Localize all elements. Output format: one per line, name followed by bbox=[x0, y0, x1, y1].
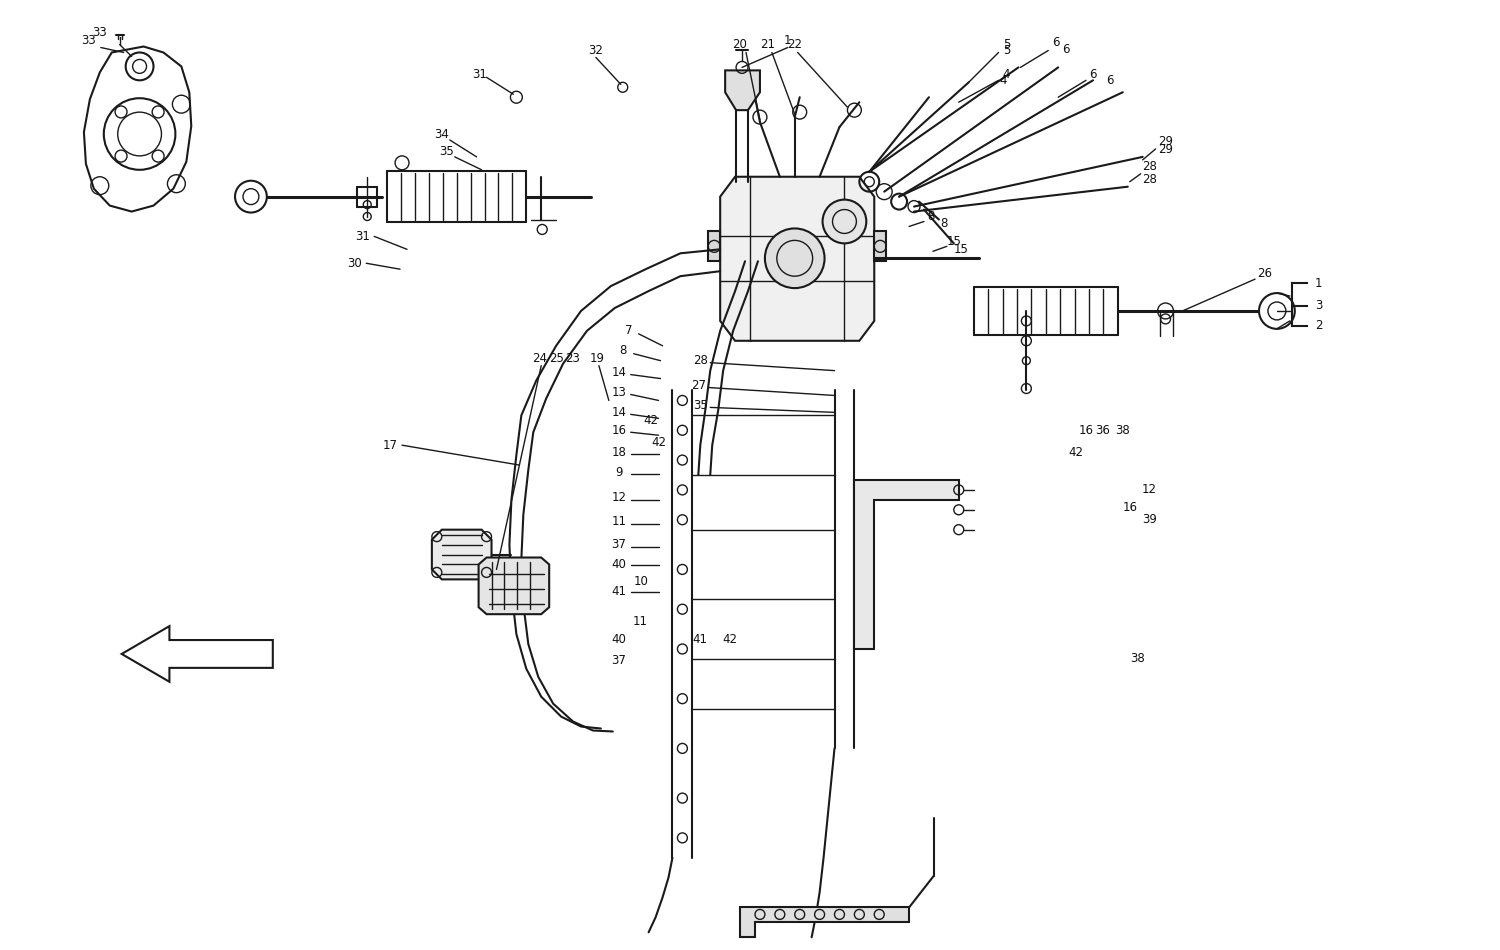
Text: 14: 14 bbox=[612, 406, 627, 419]
Polygon shape bbox=[478, 558, 549, 615]
Text: 37: 37 bbox=[612, 538, 626, 551]
Text: 36: 36 bbox=[1095, 424, 1110, 437]
Text: 31: 31 bbox=[472, 67, 488, 81]
Polygon shape bbox=[432, 530, 492, 580]
Text: 37: 37 bbox=[612, 655, 626, 668]
Circle shape bbox=[765, 228, 825, 288]
Text: 4: 4 bbox=[1002, 67, 1010, 81]
Polygon shape bbox=[855, 480, 958, 649]
Text: 42: 42 bbox=[651, 436, 666, 448]
Text: 15: 15 bbox=[946, 235, 962, 248]
Text: 28: 28 bbox=[1142, 161, 1156, 173]
Text: 27: 27 bbox=[692, 379, 706, 392]
Polygon shape bbox=[724, 70, 760, 110]
Text: 40: 40 bbox=[612, 633, 626, 646]
Text: 26: 26 bbox=[1257, 267, 1272, 279]
Text: 35: 35 bbox=[693, 399, 708, 412]
Text: 11: 11 bbox=[612, 515, 627, 528]
Circle shape bbox=[822, 200, 867, 243]
Text: 42: 42 bbox=[723, 633, 738, 646]
Text: 5: 5 bbox=[1004, 38, 1010, 51]
Polygon shape bbox=[720, 177, 874, 341]
Text: 29: 29 bbox=[1158, 143, 1173, 157]
Text: 33: 33 bbox=[93, 26, 106, 39]
Text: 41: 41 bbox=[612, 585, 627, 598]
Text: 6: 6 bbox=[1106, 74, 1113, 86]
Text: 9: 9 bbox=[615, 466, 622, 479]
Text: 38: 38 bbox=[1131, 653, 1144, 665]
Text: 34: 34 bbox=[435, 127, 450, 141]
Text: 8: 8 bbox=[927, 210, 934, 223]
Text: 6: 6 bbox=[1062, 43, 1070, 56]
Text: 15: 15 bbox=[954, 243, 968, 256]
Text: 10: 10 bbox=[633, 575, 648, 588]
Text: 8: 8 bbox=[940, 217, 948, 230]
Text: 32: 32 bbox=[588, 44, 603, 57]
Text: 11: 11 bbox=[633, 615, 648, 628]
Text: 12: 12 bbox=[612, 491, 627, 504]
Text: 6: 6 bbox=[1053, 36, 1060, 49]
Text: 42: 42 bbox=[644, 414, 658, 427]
Text: 28: 28 bbox=[693, 354, 708, 367]
Text: 22: 22 bbox=[788, 38, 802, 51]
Text: 7: 7 bbox=[626, 324, 633, 337]
Text: 14: 14 bbox=[612, 366, 627, 379]
Bar bbox=[708, 232, 720, 261]
Text: 18: 18 bbox=[612, 446, 626, 459]
Text: 41: 41 bbox=[693, 633, 708, 646]
Text: 19: 19 bbox=[590, 352, 604, 365]
Text: 8: 8 bbox=[620, 344, 627, 357]
Text: 30: 30 bbox=[346, 256, 362, 270]
Text: 20: 20 bbox=[732, 38, 747, 51]
Text: 5: 5 bbox=[1004, 44, 1010, 57]
Text: 1: 1 bbox=[1316, 276, 1323, 290]
Text: 21: 21 bbox=[760, 38, 776, 51]
Text: 2: 2 bbox=[1316, 319, 1323, 332]
Text: 28: 28 bbox=[1142, 173, 1156, 186]
Text: 38: 38 bbox=[1116, 424, 1130, 437]
Text: 17: 17 bbox=[382, 439, 398, 451]
Text: 3: 3 bbox=[1316, 299, 1323, 313]
Text: 39: 39 bbox=[1142, 513, 1156, 526]
Polygon shape bbox=[740, 907, 909, 938]
Text: 25: 25 bbox=[549, 352, 564, 365]
Text: 42: 42 bbox=[1068, 446, 1083, 459]
Text: 16: 16 bbox=[1122, 502, 1137, 514]
Text: 13: 13 bbox=[612, 386, 626, 399]
Text: 40: 40 bbox=[612, 558, 626, 571]
Text: 33: 33 bbox=[81, 34, 96, 48]
Text: 16: 16 bbox=[1078, 424, 1094, 437]
Text: 6: 6 bbox=[1089, 67, 1096, 81]
Text: 24: 24 bbox=[531, 352, 546, 365]
Text: 35: 35 bbox=[440, 145, 454, 159]
Text: 12: 12 bbox=[1142, 484, 1156, 497]
Bar bbox=[874, 232, 886, 261]
Text: 1: 1 bbox=[784, 34, 792, 48]
Text: 29: 29 bbox=[1158, 136, 1173, 148]
Text: 23: 23 bbox=[566, 352, 580, 365]
Text: 31: 31 bbox=[356, 230, 369, 243]
Text: 16: 16 bbox=[612, 424, 627, 437]
Text: 4: 4 bbox=[1000, 74, 1008, 86]
